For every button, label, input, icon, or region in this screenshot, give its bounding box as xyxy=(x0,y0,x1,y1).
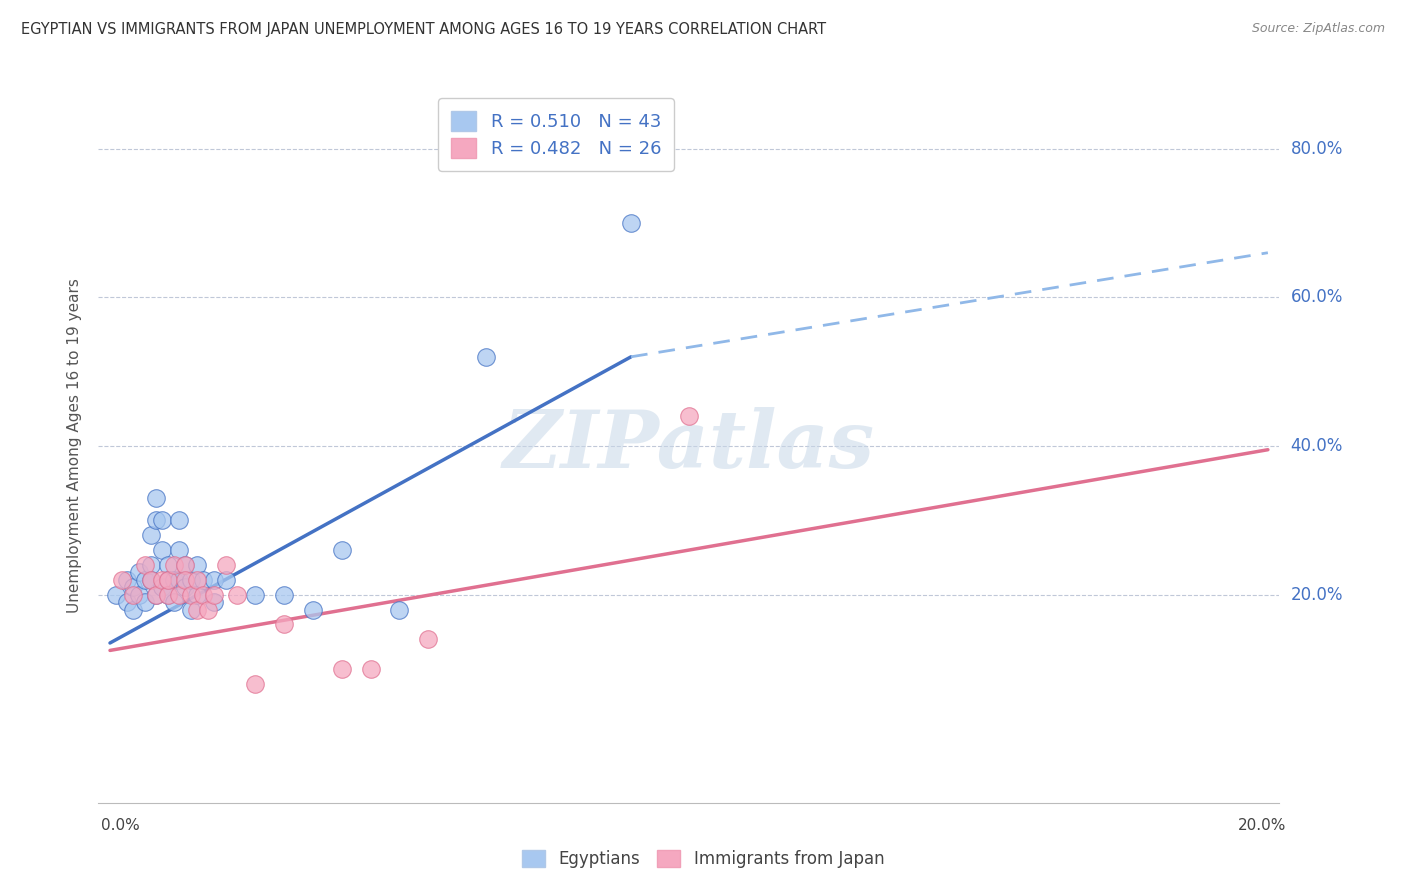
Point xyxy=(215,558,238,572)
Point xyxy=(202,588,225,602)
Point xyxy=(186,602,208,616)
Point xyxy=(145,491,167,505)
Point xyxy=(122,588,145,602)
Point xyxy=(475,350,498,364)
Text: 20.0%: 20.0% xyxy=(1291,586,1343,604)
Point xyxy=(156,588,179,602)
Point xyxy=(117,573,139,587)
Point xyxy=(180,588,202,602)
Point xyxy=(145,588,167,602)
Text: Source: ZipAtlas.com: Source: ZipAtlas.com xyxy=(1251,22,1385,36)
Point xyxy=(215,573,238,587)
Point xyxy=(360,662,382,676)
Point xyxy=(145,513,167,527)
Point xyxy=(273,588,295,602)
Point xyxy=(163,595,186,609)
Point xyxy=(145,588,167,602)
Point xyxy=(202,573,225,587)
Point xyxy=(117,595,139,609)
Text: ZIPatlas: ZIPatlas xyxy=(503,408,875,484)
Text: 0.0%: 0.0% xyxy=(101,818,141,832)
Point xyxy=(180,573,202,587)
Point xyxy=(169,513,191,527)
Point xyxy=(163,573,186,587)
Point xyxy=(169,588,191,602)
Point xyxy=(150,573,173,587)
Point xyxy=(174,558,197,572)
Point xyxy=(226,588,249,602)
Point xyxy=(418,632,440,647)
Point xyxy=(128,588,150,602)
Point xyxy=(174,558,197,572)
Point xyxy=(191,588,214,602)
Point xyxy=(139,528,162,542)
Point xyxy=(330,543,353,558)
Point xyxy=(191,573,214,587)
Point xyxy=(104,588,127,602)
Text: 20.0%: 20.0% xyxy=(1239,818,1286,832)
Point xyxy=(678,409,700,424)
Point xyxy=(174,573,197,587)
Point xyxy=(150,580,173,594)
Point xyxy=(163,558,186,572)
Point xyxy=(128,566,150,580)
Point xyxy=(134,595,156,609)
Point xyxy=(156,573,179,587)
Point xyxy=(186,558,208,572)
Text: EGYPTIAN VS IMMIGRANTS FROM JAPAN UNEMPLOYMENT AMONG AGES 16 TO 19 YEARS CORRELA: EGYPTIAN VS IMMIGRANTS FROM JAPAN UNEMPL… xyxy=(21,22,827,37)
Y-axis label: Unemployment Among Ages 16 to 19 years: Unemployment Among Ages 16 to 19 years xyxy=(67,278,83,614)
Point xyxy=(620,216,643,230)
Point xyxy=(330,662,353,676)
Legend: Egyptians, Immigrants from Japan: Egyptians, Immigrants from Japan xyxy=(515,843,891,875)
Point xyxy=(169,573,191,587)
Point xyxy=(139,558,162,572)
Point xyxy=(122,602,145,616)
Point xyxy=(243,677,266,691)
Point xyxy=(150,513,173,527)
Text: 80.0%: 80.0% xyxy=(1291,140,1343,158)
Text: 60.0%: 60.0% xyxy=(1291,288,1343,306)
Point xyxy=(301,602,323,616)
Point xyxy=(139,573,162,587)
Point xyxy=(150,543,173,558)
Legend: R = 0.510   N = 43, R = 0.482   N = 26: R = 0.510 N = 43, R = 0.482 N = 26 xyxy=(439,98,673,170)
Point xyxy=(186,573,208,587)
Point xyxy=(174,580,197,594)
Point xyxy=(273,617,295,632)
Point xyxy=(156,588,179,602)
Point xyxy=(134,573,156,587)
Point xyxy=(197,602,219,616)
Point xyxy=(186,588,208,602)
Point xyxy=(139,573,162,587)
Point xyxy=(156,558,179,572)
Point xyxy=(110,573,132,587)
Point xyxy=(202,595,225,609)
Point xyxy=(180,602,202,616)
Text: 40.0%: 40.0% xyxy=(1291,437,1343,455)
Point xyxy=(388,602,411,616)
Point xyxy=(134,558,156,572)
Point xyxy=(243,588,266,602)
Point xyxy=(156,573,179,587)
Point xyxy=(122,580,145,594)
Point xyxy=(169,543,191,558)
